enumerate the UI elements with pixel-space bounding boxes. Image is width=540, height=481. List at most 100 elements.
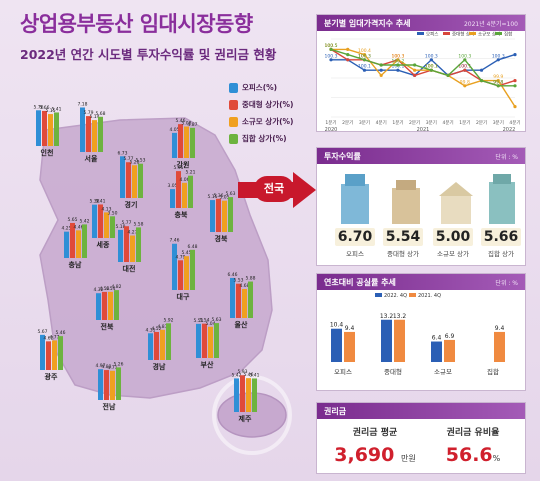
data-point xyxy=(513,84,517,88)
year-label: 2021 xyxy=(417,127,430,131)
region-name: 경북 xyxy=(215,234,228,243)
region-bar xyxy=(234,378,239,412)
region-name: 서울 xyxy=(85,154,98,163)
region-bar xyxy=(176,171,181,208)
vacancy-bar-label: 13.2 xyxy=(380,313,394,320)
data-label: 100.5 xyxy=(325,43,338,49)
vacancy-bar-label: 9.4 xyxy=(495,325,505,332)
region-bar-label: 5.46 xyxy=(243,372,253,378)
region-bar-label: 5.15 xyxy=(207,194,217,200)
data-label: 100.3 xyxy=(325,53,338,59)
region-bar xyxy=(80,107,85,152)
region-bar-label: 5.38 xyxy=(89,199,99,205)
region-cluster: 4.25 5.654.465.42 충남 xyxy=(61,217,89,269)
region-name: 강원 xyxy=(177,160,190,169)
vacancy-bar xyxy=(381,319,392,362)
data-point xyxy=(513,53,517,57)
region-bar-label: 5.88 xyxy=(245,276,255,282)
panel-key-money: 권리금 권리금 평균 3,690 만원 권리금 유비율 56.6% xyxy=(316,402,526,474)
vacancy-bar-label: 13.2 xyxy=(393,313,407,320)
region-name: 전북 xyxy=(101,322,114,331)
region-bar xyxy=(124,226,129,262)
data-label: 99.8 xyxy=(493,79,503,85)
region-name: 대구 xyxy=(177,292,190,301)
region-bar xyxy=(230,277,235,318)
region-bar-label: 6.46 xyxy=(227,272,237,278)
data-point xyxy=(379,68,383,72)
vacancy-bar xyxy=(331,328,342,362)
data-point xyxy=(513,79,517,83)
data-label: 100.1 xyxy=(425,64,438,70)
region-bar xyxy=(182,182,187,208)
data-point xyxy=(379,63,383,67)
region-name: 충남 xyxy=(69,260,82,269)
legend-item-mid-store: 중대형 상가(%) xyxy=(229,97,311,112)
region-cluster: 5.385.41 4.133.50 세종 xyxy=(89,198,117,249)
region-bar-label: 4.46 xyxy=(73,224,83,230)
region-bar xyxy=(36,110,41,146)
data-point xyxy=(413,63,417,67)
data-point xyxy=(463,84,467,88)
region-bar xyxy=(58,336,63,370)
region-bar-label: 4.05 xyxy=(169,127,179,133)
region-cluster: 5.155.365.055.63 경북 xyxy=(207,191,235,243)
region-bar xyxy=(96,293,101,320)
region-bar-label: 5.18 xyxy=(115,224,125,230)
data-label: 100.3 xyxy=(425,53,438,59)
x-tick-label: 4분기 xyxy=(509,119,520,126)
data-label: 100.1 xyxy=(358,64,371,70)
region-cluster: 6.465.534.685.88 울산 xyxy=(227,272,255,329)
region-bar xyxy=(242,288,247,318)
category-label: 소규모 xyxy=(434,368,452,376)
region-name: 대전 xyxy=(123,264,136,273)
region-bar xyxy=(246,378,251,412)
region-bar-label: 5.58 xyxy=(133,221,143,227)
region-bar xyxy=(148,333,153,360)
data-label: 99.8 xyxy=(493,79,503,85)
region-bar-label: 5.93 xyxy=(237,369,247,375)
rent-index-line-chart: 100.3 100.1 100.1 100.3 100.1 100.3 100.5 100.3… xyxy=(325,31,521,134)
data-point xyxy=(496,84,500,88)
data-point xyxy=(479,79,484,83)
year-label: 2020 xyxy=(325,127,338,131)
region-bar xyxy=(248,281,253,318)
legend-swatch xyxy=(375,293,382,297)
korea-map: 5.765.665.155.41인천7.185.795.145.68서울6.73… xyxy=(33,101,292,455)
data-point xyxy=(496,79,500,83)
x-tick-label: 4분기 xyxy=(376,119,387,126)
legend-swatch xyxy=(409,293,416,297)
panel-rent-index: 분기별 임대가격지수 추세 2021년 4분기=100 100.3 100.1 100… xyxy=(316,14,526,134)
vacancy-bar xyxy=(444,339,455,362)
panel-unit: 단위 : % xyxy=(495,153,518,161)
legend-item-office: 오피스(%) xyxy=(229,80,311,95)
data-label: 100.1 xyxy=(425,64,438,70)
region-bar xyxy=(136,227,141,262)
x-tick-label: 2분기 xyxy=(476,119,487,126)
region-bar-label: 6.73 xyxy=(117,150,127,156)
panel-vacancy: 연초대비 공실률 추세 단위 : % 2022. 4Q 2021. 4Q 10.4 9.… xyxy=(316,273,526,391)
region-name: 세종 xyxy=(97,240,110,249)
region-bar xyxy=(184,126,189,158)
data-label: 100.3 xyxy=(458,53,471,59)
data-point xyxy=(362,58,367,62)
region-bar-label: 5.77 xyxy=(121,220,131,226)
region-bar xyxy=(184,256,189,290)
data-point xyxy=(513,105,517,109)
region-bar-label: 4.79 xyxy=(175,254,185,260)
data-point xyxy=(463,68,467,72)
data-label: 100.1 xyxy=(391,64,404,70)
region-bar-label: 5.65 xyxy=(67,217,77,223)
region-bar-label: 4.25 xyxy=(61,226,71,232)
region-bar-label: 4.62 xyxy=(43,335,53,341)
region-bar xyxy=(228,197,233,232)
region-bar-label: 4.97 xyxy=(95,363,105,369)
region-bar xyxy=(118,229,123,262)
region-bar xyxy=(40,334,45,370)
region-bar-label: 4.71 xyxy=(107,365,117,371)
data-point xyxy=(362,53,367,57)
region-bar xyxy=(188,175,193,208)
data-label: 100.1 xyxy=(458,64,471,70)
legend-swatch xyxy=(469,32,476,35)
legend-label: 2022. 4Q xyxy=(384,293,407,299)
region-bar xyxy=(178,124,183,158)
